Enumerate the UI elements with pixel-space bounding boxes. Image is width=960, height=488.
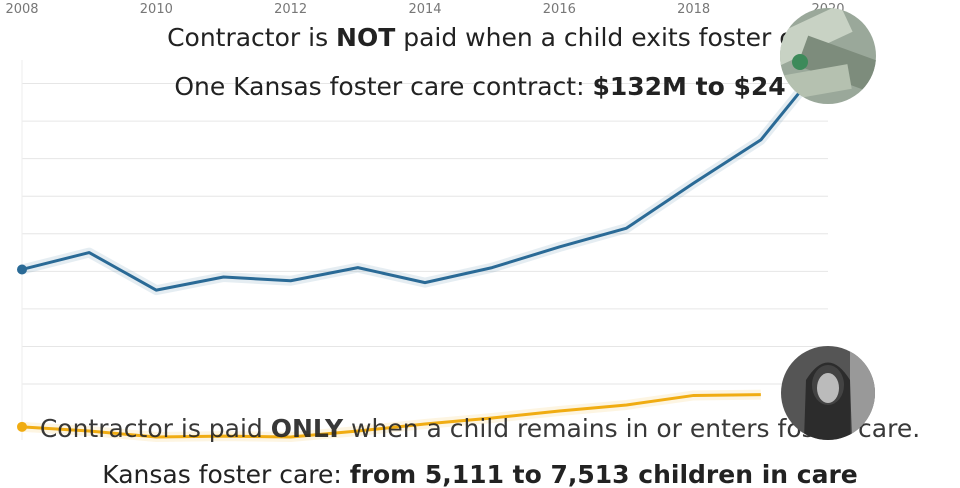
- x-tick-label: 2008: [5, 2, 38, 17]
- money-photo: [780, 8, 876, 104]
- line: [21, 393, 761, 439]
- child-photo: [781, 346, 875, 440]
- subhead-bottom: Kansas foster care: from 5,111 to 7,513 …: [102, 460, 858, 488]
- x-tick-label: 2018: [677, 2, 710, 17]
- headline-top: Contractor is NOT paid when a child exit…: [167, 23, 793, 52]
- plot: 2008201020122014201620182020: [5, 2, 845, 443]
- x-tick-label: 2014: [408, 2, 441, 17]
- subhead-top: One Kansas foster care contract: $132M t…: [174, 72, 785, 101]
- x-tick-label: 2010: [140, 2, 173, 17]
- headline-bottom: Contractor is paid ONLY when a child rem…: [40, 414, 920, 443]
- start-point: [17, 421, 27, 432]
- line: [21, 56, 830, 292]
- x-tick-label: 2012: [274, 2, 307, 17]
- x-tick-label: 2016: [543, 2, 576, 17]
- start-point: [17, 264, 27, 275]
